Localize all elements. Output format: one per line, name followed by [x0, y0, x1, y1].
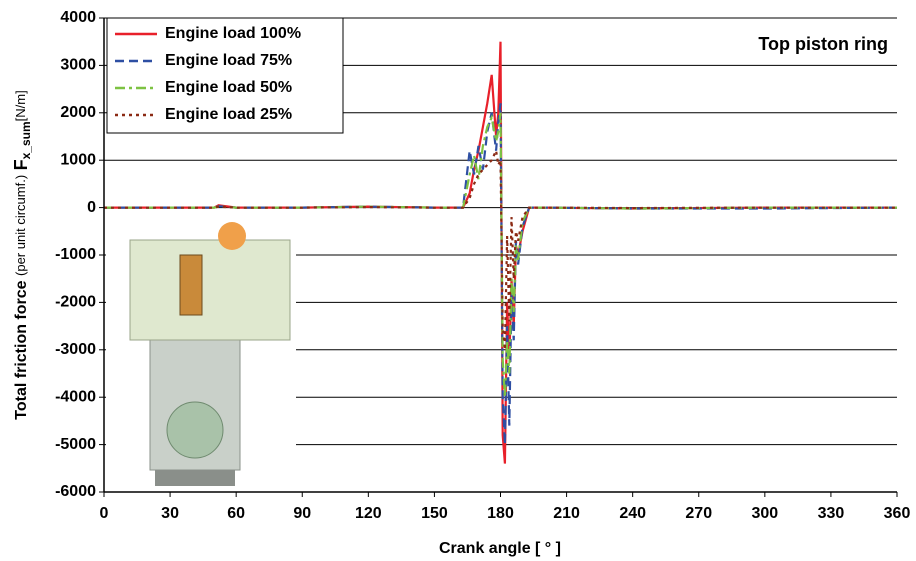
y-tick-label: 2000 [60, 104, 96, 121]
y-label-unit: [N/m] [13, 90, 28, 121]
y-tick-label: -4000 [55, 388, 96, 405]
y-tick-label: -5000 [55, 436, 96, 453]
legend-label: Engine load 100% [165, 25, 301, 42]
y-label-symbol: F [11, 159, 31, 170]
x-axis-label: Crank angle [ ° ] [439, 540, 561, 557]
y-label-main: Total friction force [13, 280, 30, 419]
x-tick-label: 270 [685, 505, 712, 522]
legend-label: Engine load 50% [165, 79, 292, 96]
engine-head [130, 240, 290, 340]
x-tick-label: 150 [421, 505, 448, 522]
y-tick-label: 3000 [60, 57, 96, 74]
engine-illustration [106, 214, 296, 488]
legend-label: Engine load 25% [165, 106, 292, 123]
oil-pan [155, 470, 235, 486]
crank [167, 402, 223, 458]
x-tick-label: 210 [553, 505, 580, 522]
chart: Crank angle [ ° ] Total friction force (… [0, 0, 916, 561]
x-tick-label: 300 [751, 505, 778, 522]
piston [180, 255, 202, 315]
annotation: Top piston ring [758, 34, 888, 54]
x-tick-label: 240 [619, 505, 646, 522]
y-label-note: (per unit circumf.) [13, 175, 28, 276]
y-tick-label: 0 [87, 199, 96, 216]
y-label-subscript: x_sum [19, 121, 33, 159]
y-tick-label: -2000 [55, 294, 96, 311]
gear [218, 222, 246, 250]
y-tick-label: 4000 [60, 9, 96, 26]
y-tick-label: -3000 [55, 341, 96, 358]
x-tick-label: 330 [818, 505, 845, 522]
x-tick-label: 360 [884, 505, 911, 522]
legend-label: Engine load 75% [165, 52, 292, 69]
x-tick-label: 120 [355, 505, 382, 522]
y-tick-label: -6000 [55, 483, 96, 500]
y-tick-label: 1000 [60, 151, 96, 168]
x-tick-label: 30 [161, 505, 179, 522]
x-tick-label: 60 [227, 505, 245, 522]
y-axis-label: Total friction force (per unit circumf.)… [11, 90, 33, 419]
y-tick-label: -1000 [55, 246, 96, 263]
x-tick-label: 90 [293, 505, 311, 522]
x-tick-label: 0 [100, 505, 109, 522]
x-tick-label: 180 [487, 505, 514, 522]
